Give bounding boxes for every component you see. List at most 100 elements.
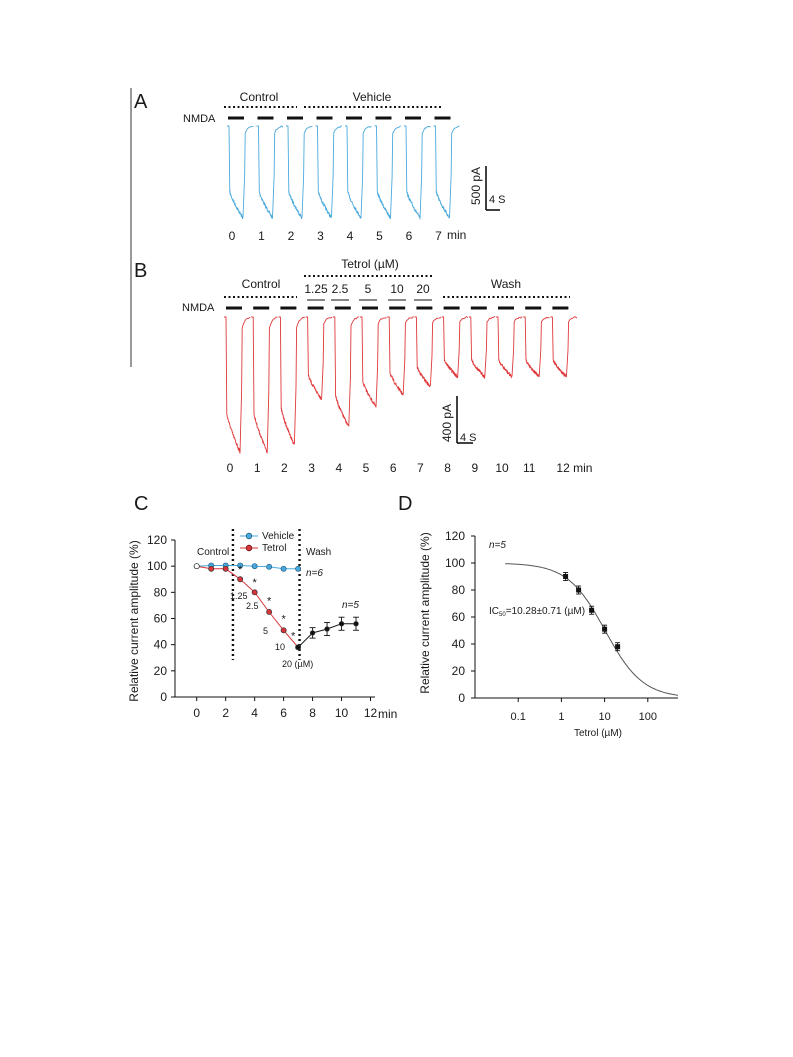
panel-c-significance-marks: * * * * * xyxy=(238,564,296,643)
c-sig-star-1: * xyxy=(253,577,258,589)
c-ytick-label-5: 100 xyxy=(147,559,167,573)
d-ytick-label-1: 20 xyxy=(452,664,466,678)
c-sig-star-3: * xyxy=(281,614,286,626)
time-label-b-4: 4 xyxy=(335,461,342,475)
c-point-2-4 xyxy=(353,621,359,627)
panel-a-nmda-label: NMDA xyxy=(183,113,216,125)
time-label-a-4: 4 xyxy=(347,229,354,243)
trace-a-3 xyxy=(315,125,342,219)
conc-label-3: 10 xyxy=(390,282,404,296)
conc-label-0: 1.25 xyxy=(304,282,328,296)
time-label-a-0: 0 xyxy=(229,229,236,243)
panel-c-conc-5: 20 (µM) xyxy=(282,659,313,669)
time-label-b-6: 6 xyxy=(390,461,397,475)
panel-d: D Relative current amplitude (%) 0 20 40 60… xyxy=(398,493,679,739)
c-xtick-label-4: 8 xyxy=(309,706,316,720)
panel-d-plot xyxy=(505,563,679,696)
panel-a-traces xyxy=(227,125,460,220)
panel-b-group-tetrol: Tetrol (µM) xyxy=(341,257,399,271)
panel-c-n-tetrol: n=5 xyxy=(342,600,359,611)
conc-label-4: 20 xyxy=(416,282,430,296)
c-point-1-4 xyxy=(251,589,258,596)
c-point-2-2 xyxy=(324,626,330,632)
trace-b-5 xyxy=(360,316,387,408)
panel-c-x-unit: min xyxy=(378,707,397,721)
legend-vehicle-marker xyxy=(245,532,253,540)
time-label-b-3: 3 xyxy=(308,461,315,475)
panel-d-axes: 0 20 40 60 80 100 120 0.1 1 10 100 xyxy=(445,529,678,723)
d-point-2 xyxy=(589,607,595,613)
panel-a: A Control Vehicle NMDA 500 pA 4 S 0 1 2 3 4 5… xyxy=(134,90,506,243)
time-label-b-1: 1 xyxy=(254,461,261,475)
c-point-0-3 xyxy=(237,562,244,569)
d-ytick-label-6: 120 xyxy=(445,529,465,543)
c-point-0-5 xyxy=(266,563,273,570)
time-label-a-5: 5 xyxy=(376,229,383,243)
c-xtick-label-5: 10 xyxy=(335,706,349,720)
d-point-1 xyxy=(576,587,582,593)
c-ytick-label-4: 80 xyxy=(154,585,168,599)
c-xtick-label-0: 0 xyxy=(193,706,200,720)
panel-c: C Relative current amplitude (%) 0204060… xyxy=(127,493,397,721)
panel-b-group-control: Control xyxy=(242,277,281,291)
panel-b-letter: B xyxy=(134,260,147,282)
panel-c-wash-label: Wash xyxy=(306,547,331,558)
panel-b-scale-time: 4 S xyxy=(460,432,477,444)
c-point-1-6 xyxy=(280,627,287,634)
c-point-1-2 xyxy=(222,565,229,572)
trace-b-8 xyxy=(441,316,469,379)
panel-a-group-vehicle: Vehicle xyxy=(353,90,392,104)
c-point-2-3 xyxy=(338,621,345,627)
panel-b-concentration-labels: 1.25 2.5 5 10 20 xyxy=(304,282,432,301)
panel-a-letter: A xyxy=(134,91,148,113)
time-label-b-2: 2 xyxy=(281,461,288,475)
panel-b: B Tetrol (µM) Control 1.25 2.5 5 10 20 Wash … xyxy=(134,257,592,475)
panel-c-n-vehicle: n=6 xyxy=(306,568,323,579)
c-point-1-1 xyxy=(208,565,215,572)
d-ytick-label-4: 80 xyxy=(452,583,466,597)
panel-b-time-labels: 0 1 2 3 4 5 6 7 8 9 10 11 12 min xyxy=(227,461,593,475)
panel-d-ic50: IC50=10.28±0.71 (µM) xyxy=(489,606,585,618)
trace-b-12 xyxy=(550,316,577,378)
panel-c-conc-4: 10 xyxy=(275,642,285,652)
time-label-a-3: 3 xyxy=(317,229,324,243)
d-ytick-label-0: 0 xyxy=(458,691,465,705)
trace-a-0 xyxy=(227,125,254,220)
panel-b-scale-current: 400 pA xyxy=(440,404,454,442)
time-label-b-11: 11 xyxy=(523,461,536,475)
c-point-0-7 xyxy=(295,565,302,572)
trace-a-5 xyxy=(374,125,401,220)
c-point-1-5 xyxy=(266,609,273,615)
d-xtick-label-2: 10 xyxy=(598,711,610,723)
d-point-3 xyxy=(602,626,608,632)
c-point-2-0 xyxy=(295,644,301,650)
panel-d-n-label: n=5 xyxy=(489,540,506,551)
c-point-1-3 xyxy=(237,576,244,583)
conc-label-2: 5 xyxy=(365,282,372,296)
conc-label-1: 2.5 xyxy=(332,282,349,296)
legend-tetrol-marker xyxy=(245,544,253,552)
c-sig-star-0: * xyxy=(238,564,243,576)
c-point-0-6 xyxy=(280,565,287,572)
trace-a-7 xyxy=(433,125,460,219)
panel-d-letter: D xyxy=(398,493,412,515)
time-label-a-7: 7 xyxy=(435,229,442,243)
d-ytick-label-2: 40 xyxy=(452,637,466,651)
c-point-1-0 xyxy=(193,563,200,570)
d-point-0 xyxy=(563,574,569,579)
panel-a-scale-time: 4 S xyxy=(489,194,506,206)
c-xtick-label-2: 4 xyxy=(251,706,258,720)
time-label-b-0: 0 xyxy=(227,461,234,475)
d-ytick-label-3: 60 xyxy=(452,610,466,624)
trace-a-2 xyxy=(286,125,313,220)
trace-b-0 xyxy=(224,316,251,454)
panel-d-ylabel: Relative current amplitude (%) xyxy=(418,532,432,693)
trace-a-4 xyxy=(345,125,372,219)
c-sig-star-4: * xyxy=(291,631,296,643)
panel-c-axes: 0 20 40 60 80 100 120 0 2 4 6 8 10 12 xyxy=(147,533,378,720)
panel-b-traces xyxy=(224,316,577,454)
time-label-b-8: 8 xyxy=(444,461,451,475)
trace-b-4 xyxy=(332,316,360,427)
panel-a-scale-bar: 500 pA 4 S xyxy=(469,166,506,211)
trace-b-2 xyxy=(278,316,305,445)
